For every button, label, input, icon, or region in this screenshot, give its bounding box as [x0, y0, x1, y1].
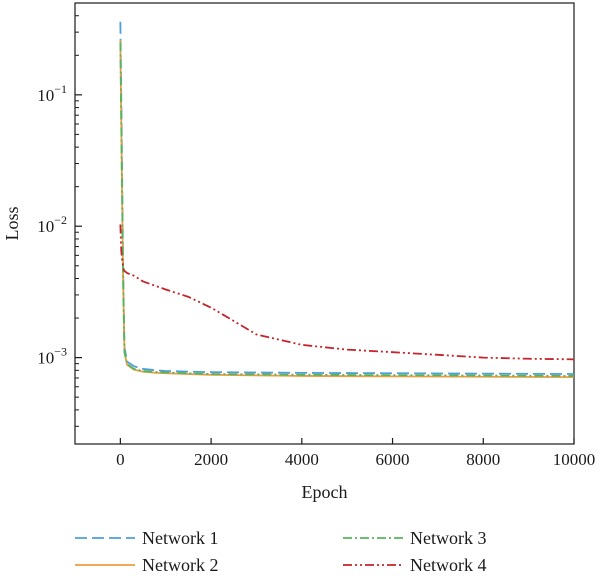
y-axis-label: Loss: [2, 206, 22, 240]
x-axis-label: Epoch: [302, 482, 348, 502]
legend: Network 1 Network 2 Network 3 Network 4: [75, 528, 486, 575]
x-tick-label: 10000: [553, 450, 596, 469]
axes-layer: 0 2000 4000 6000 8000 10000 10−3 10−2 10−1: [37, 15, 596, 469]
legend-label: Network 4: [410, 555, 486, 575]
plot-area: [74, 2, 575, 445]
legend-label: Network 1: [142, 528, 218, 548]
legend-item-4: Network 4: [343, 555, 486, 575]
x-tick-label: 6000: [376, 450, 410, 469]
plot-frame: [74, 2, 575, 445]
legend-item-1: Network 1: [75, 528, 218, 548]
legend-label: Network 2: [142, 555, 218, 575]
legend-label: Network 3: [410, 528, 486, 548]
series-layer: [119, 21, 575, 379]
series-line-1: [119, 21, 575, 375]
y-tick-label: 10−1: [37, 82, 67, 105]
legend-item-3: Network 3: [343, 528, 486, 548]
series-line-2: [119, 40, 575, 379]
y-tick-label: 10−3: [37, 345, 67, 368]
series-line-4: [119, 224, 575, 361]
series-line-3: [119, 42, 575, 377]
legend-item-2: Network 2: [75, 555, 218, 575]
x-tick-label: 4000: [285, 450, 319, 469]
x-tick-label: 8000: [466, 450, 500, 469]
x-tick-label: 0: [116, 450, 125, 469]
y-tick-label: 10−2: [37, 213, 67, 236]
x-tick-label: 2000: [194, 450, 228, 469]
